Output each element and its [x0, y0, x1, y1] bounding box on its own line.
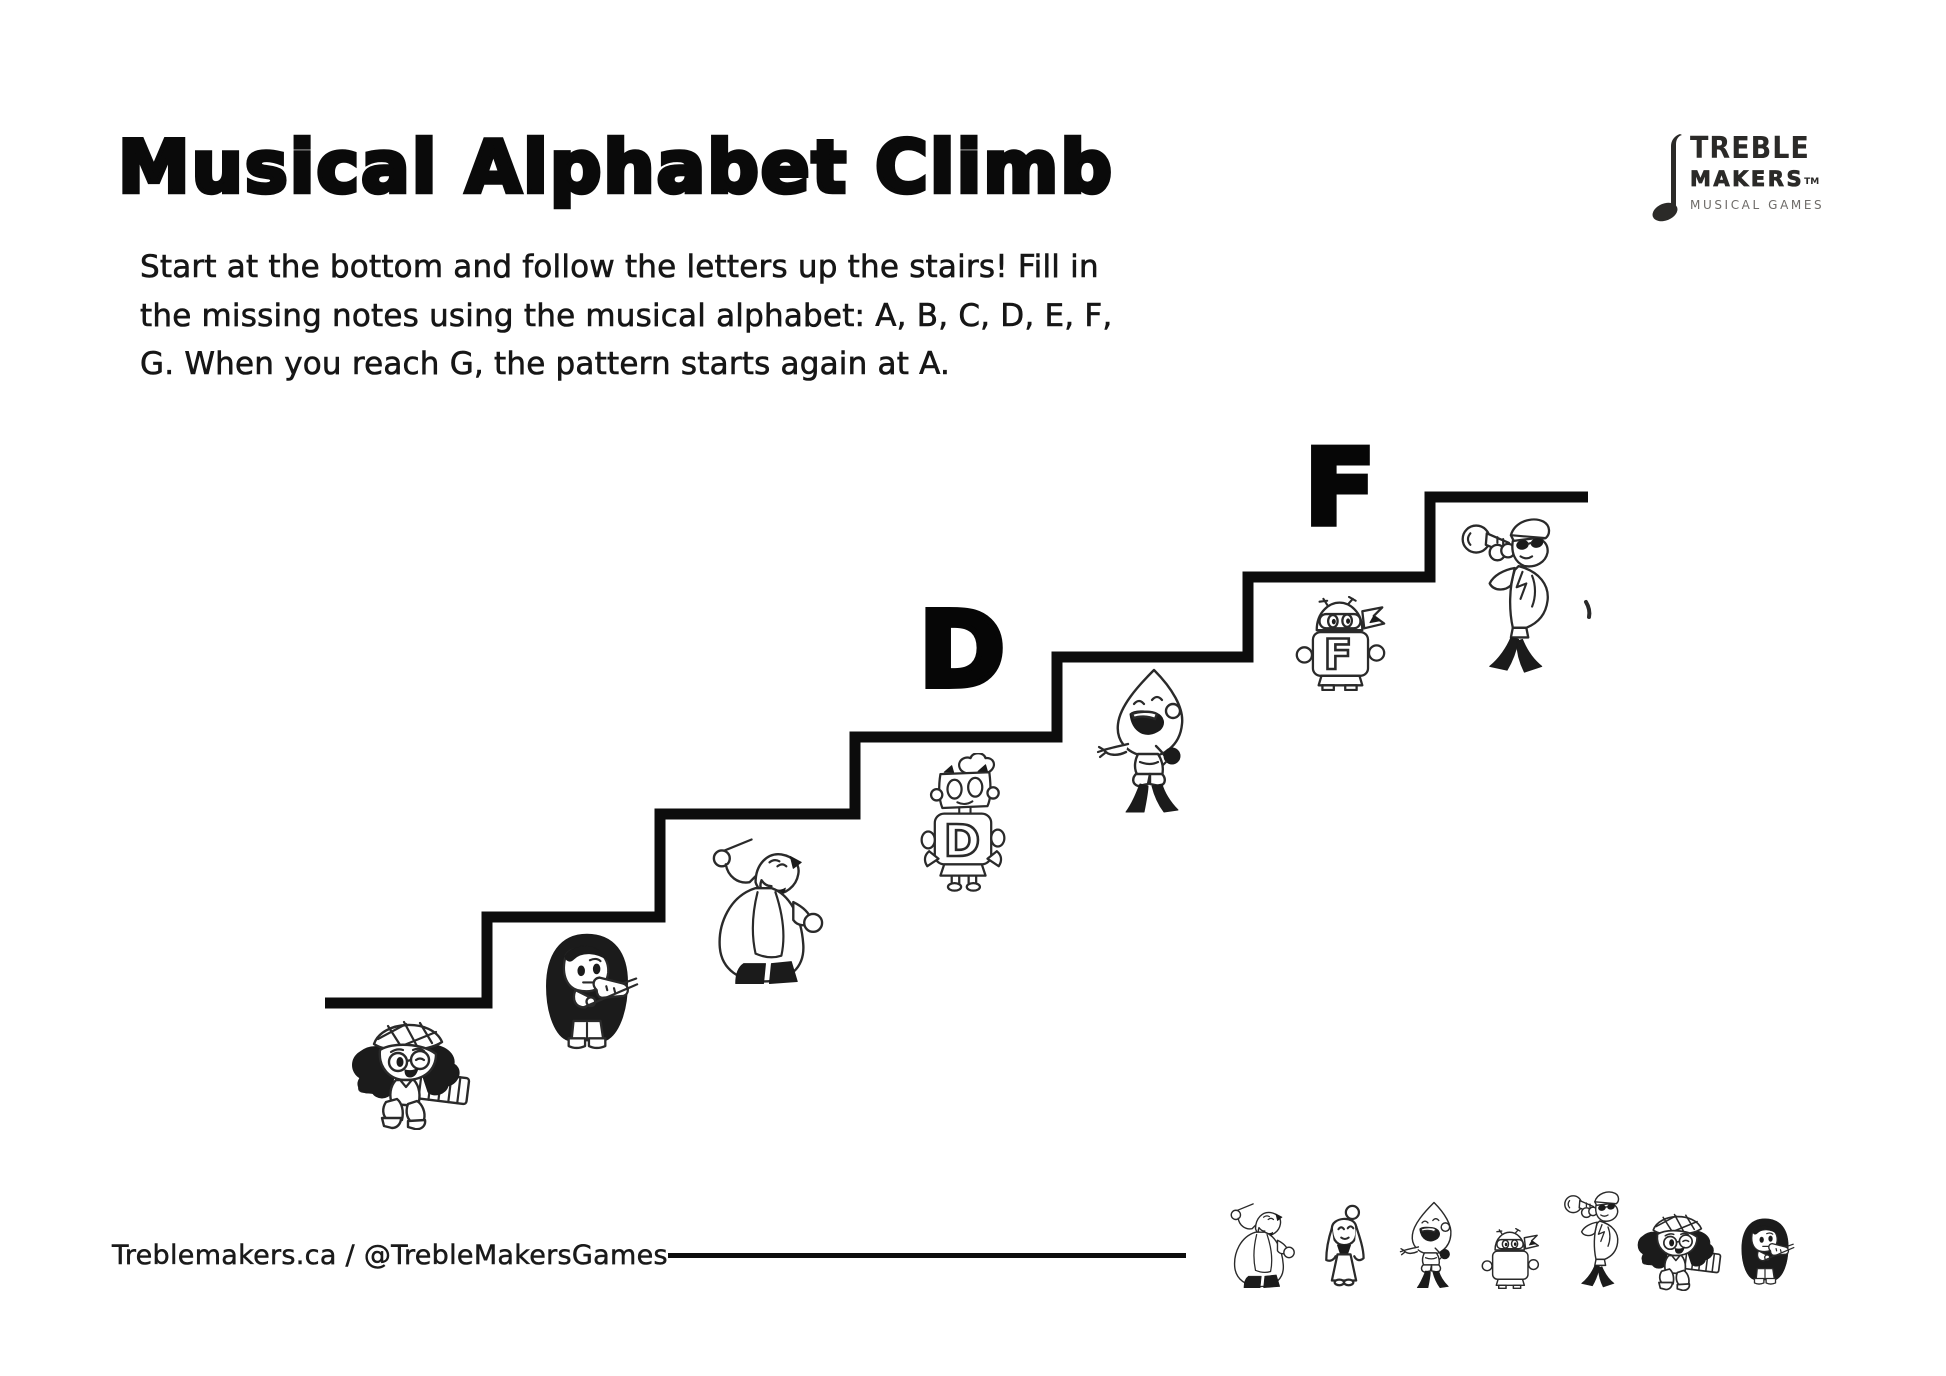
instructions-line-2: the missing notes using the musical alph… — [140, 297, 1113, 334]
character-singer — [1094, 666, 1194, 814]
page-title: Musical Alphabet Climb — [116, 125, 1114, 209]
footer-divider — [668, 1253, 1186, 1258]
robot-d-chest-letter: D — [942, 816, 981, 867]
cast-singer — [1398, 1200, 1458, 1289]
cast-marimba-girl — [1632, 1206, 1724, 1291]
cast-trumpeter — [1560, 1188, 1626, 1290]
logo-name-top: TREBLE — [1690, 130, 1810, 166]
step-letter-f: F — [1301, 427, 1378, 549]
character-conductor — [698, 836, 832, 986]
cast-conductor — [1222, 1202, 1300, 1289]
cast-letter-robot-f — [1478, 1228, 1542, 1289]
quarter-note-icon — [1652, 134, 1682, 222]
robot-f-chest-letter: F — [1322, 630, 1353, 679]
accent-mark — [1584, 600, 1592, 619]
instructions: Start at the bottom and follow the lette… — [140, 243, 1113, 389]
character-marimba-girl — [344, 1010, 474, 1130]
trademark-symbol: TM — [1804, 177, 1820, 187]
treblemakers-logo: TREBLE MAKERSTM MUSICAL GAMES — [1652, 130, 1825, 228]
logo-tagline: MUSICAL GAMES — [1690, 198, 1825, 212]
logo-name-bottom: MAKERSTM — [1690, 167, 1820, 192]
instructions-line-3: G. When you reach G, the pattern starts … — [140, 346, 951, 383]
instructions-line-1: Start at the bottom and follow the lette… — [140, 249, 1099, 286]
character-violin-girl — [533, 930, 641, 1056]
character-trumpeter — [1454, 514, 1562, 676]
step-letter-d: D — [916, 589, 1008, 711]
footer-credit: Treblemakers.ca / @TrebleMakersGames — [112, 1240, 668, 1272]
cast-opera-girl — [1314, 1204, 1374, 1288]
cast-violin-girl — [1734, 1214, 1796, 1291]
